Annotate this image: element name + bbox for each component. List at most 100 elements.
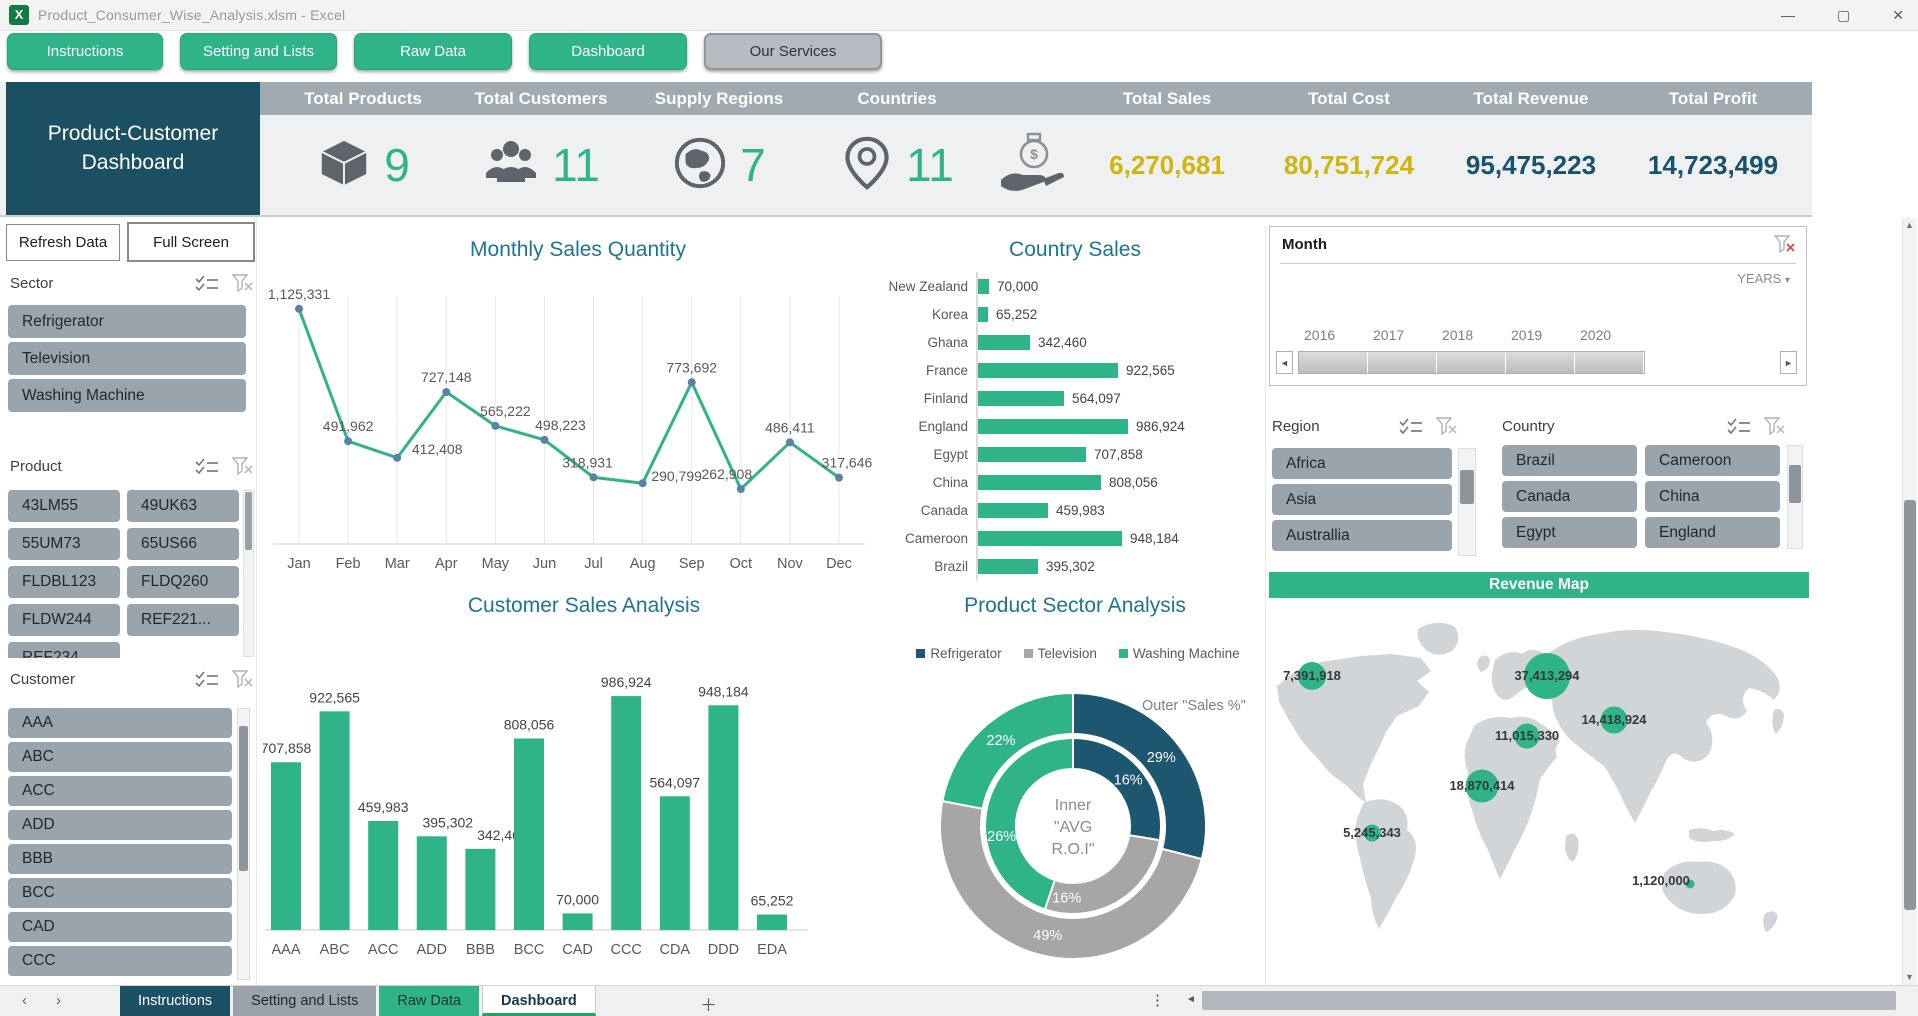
sector-item-refrigerator[interactable]: Refrigerator <box>8 305 246 338</box>
svg-text:18,870,414: 18,870,414 <box>1449 778 1515 793</box>
timeline-level-dropdown[interactable]: YEARS ▾ <box>1737 271 1790 286</box>
kpi-value: 80,751,724 <box>1283 149 1415 180</box>
clear-filter-icon[interactable] <box>232 273 254 293</box>
country-item-canada[interactable]: Canada <box>1502 481 1637 512</box>
timeline-segment-2019[interactable] <box>1506 352 1575 373</box>
customer-item-cad[interactable]: CAD <box>8 912 232 942</box>
more-options-icon[interactable]: ⋮ <box>1150 992 1165 1009</box>
product-item-ref221[interactable]: REF221... <box>127 604 239 636</box>
globe-icon <box>672 135 728 196</box>
country-item-brazil[interactable]: Brazil <box>1502 445 1637 476</box>
timeline-year[interactable]: 2017 <box>1373 327 1405 343</box>
multi-select-icon[interactable] <box>194 457 220 475</box>
multi-select-icon[interactable] <box>1726 417 1752 435</box>
sector-item-television[interactable]: Television <box>8 342 246 375</box>
country-item-china[interactable]: China <box>1645 481 1780 512</box>
timeline-year[interactable]: 2016 <box>1304 327 1336 343</box>
svg-text:727,148: 727,148 <box>421 369 472 385</box>
clear-filter-icon[interactable] <box>1436 416 1458 436</box>
customer-item-aaa[interactable]: AAA <box>8 708 232 738</box>
nav-button-setting-and-lists[interactable]: Setting and Lists <box>180 33 337 70</box>
multi-select-icon[interactable] <box>194 670 220 688</box>
tab-scroll-left-icon[interactable]: ‹ <box>22 992 27 1009</box>
country-bar-value: 986,924 <box>1136 418 1185 434</box>
sidebar-divider <box>256 218 257 985</box>
region-item-africa[interactable]: Africa <box>1272 448 1452 479</box>
nav-button-dashboard[interactable]: Dashboard <box>529 33 687 70</box>
region-item-asia[interactable]: Asia <box>1272 484 1452 515</box>
product-item-43lm55[interactable]: 43LM55 <box>8 490 120 522</box>
timeline-segment-2020[interactable] <box>1575 352 1644 373</box>
scrollbar-thumb[interactable] <box>1789 465 1801 503</box>
full-screen-button[interactable]: Full Screen <box>127 222 255 262</box>
scroll-up-icon[interactable]: ▲ <box>1905 220 1914 230</box>
region-item-australlia[interactable]: Australlia <box>1272 520 1452 551</box>
clear-filter-icon[interactable] <box>1773 235 1796 254</box>
timeline-year[interactable]: 2020 <box>1580 327 1612 343</box>
customer-item-ccc[interactable]: CCC <box>8 946 232 976</box>
country-sales-title: Country Sales <box>1009 238 1141 261</box>
hscroll-left-arrow[interactable]: ◄ <box>1186 994 1196 1005</box>
product-item-55um73[interactable]: 55UM73 <box>8 528 120 560</box>
country-item-england[interactable]: England <box>1645 517 1780 548</box>
timeline-track[interactable] <box>1298 351 1645 374</box>
timeline-segment-2017[interactable] <box>1368 352 1437 373</box>
timeline-right-arrow[interactable]: ► <box>1780 351 1797 374</box>
maximize-icon[interactable]: ▢ <box>1837 6 1851 23</box>
close-icon[interactable]: ✕ <box>1892 6 1904 23</box>
minimize-icon[interactable]: — <box>1781 7 1796 23</box>
new-sheet-button[interactable]: ＋ <box>700 996 717 1015</box>
sheet-tab-dashboard[interactable]: Dashboard <box>482 986 596 1016</box>
clear-filter-icon[interactable] <box>232 669 254 689</box>
horizontal-scrollbar[interactable] <box>1202 991 1896 1010</box>
scroll-down-icon[interactable]: ▼ <box>1905 972 1914 982</box>
monthly-sales-line-chart: 1,125,331 491,962 412,408 727,148 565,222498… <box>268 286 873 572</box>
customer-item-abc[interactable]: ABC <box>8 742 232 772</box>
customer-item-add[interactable]: ADD <box>8 810 232 840</box>
country-bar-row: New Zealand 70,000 <box>880 272 1266 300</box>
customer-item-acc[interactable]: ACC <box>8 776 232 806</box>
timeline-year[interactable]: 2019 <box>1511 327 1543 343</box>
header-divider <box>0 215 1812 217</box>
multi-select-icon[interactable] <box>1398 417 1424 435</box>
product-item-49uk63[interactable]: 49UK63 <box>127 490 239 522</box>
multi-select-icon[interactable] <box>194 274 220 292</box>
timeline-year[interactable]: 2018 <box>1442 327 1474 343</box>
scrollbar-thumb[interactable] <box>1460 470 1474 504</box>
country-bar-row: Brazil 395,302 <box>880 552 1266 580</box>
scrollbar-thumb[interactable] <box>245 492 252 550</box>
customer-item-bbb[interactable]: BBB <box>8 844 232 874</box>
monthly-sales-title: Monthly Sales Quantity <box>470 238 686 261</box>
scrollbar-thumb[interactable] <box>239 726 248 871</box>
map-bubble-north-america <box>1298 662 1326 690</box>
sector-item-washingmachine[interactable]: Washing Machine <box>8 379 246 412</box>
product-item-65us66[interactable]: 65US66 <box>127 528 239 560</box>
country-bar <box>978 278 989 294</box>
nav-button-our-services[interactable]: Our Services <box>704 33 882 70</box>
tab-scroll-right-icon[interactable]: › <box>56 992 61 1009</box>
clear-filter-icon[interactable] <box>1773 235 1796 259</box>
nav-button-raw-data[interactable]: Raw Data <box>354 33 512 70</box>
clear-filter-icon[interactable] <box>1764 416 1786 436</box>
timeline-segment-2018[interactable] <box>1437 352 1506 373</box>
product-item-fldq260[interactable]: FLDQ260 <box>127 566 239 598</box>
product-item-fldbl123[interactable]: FLDBL123 <box>8 566 120 598</box>
nav-button-instructions[interactable]: Instructions <box>7 33 163 70</box>
country-item-cameroon[interactable]: Cameroon <box>1645 445 1780 476</box>
slicer-scrollbar[interactable] <box>243 490 254 657</box>
vertical-scrollbar-thumb[interactable] <box>1904 500 1916 910</box>
sheet-tab-setting-and-lists[interactable]: Setting and Lists <box>233 986 377 1016</box>
country-item-egypt[interactable]: Egypt <box>1502 517 1637 548</box>
svg-text:Feb: Feb <box>336 556 361 572</box>
country-bar-label: Korea <box>931 306 968 322</box>
country-bar <box>978 390 1064 406</box>
refresh-data-button[interactable]: Refresh Data <box>6 224 120 261</box>
product-item-fldw244[interactable]: FLDW244 <box>8 604 120 636</box>
timeline-left-arrow[interactable]: ◄ <box>1276 351 1293 374</box>
timeline-segment-2016[interactable] <box>1299 352 1368 373</box>
sheet-tab-instructions[interactable]: Instructions <box>120 986 231 1016</box>
clear-filter-icon[interactable] <box>232 456 254 476</box>
customer-item-bcc[interactable]: BCC <box>8 878 232 908</box>
product-item-ref234[interactable]: REF234 <box>8 642 120 658</box>
sheet-tab-raw-data[interactable]: Raw Data <box>379 986 480 1016</box>
